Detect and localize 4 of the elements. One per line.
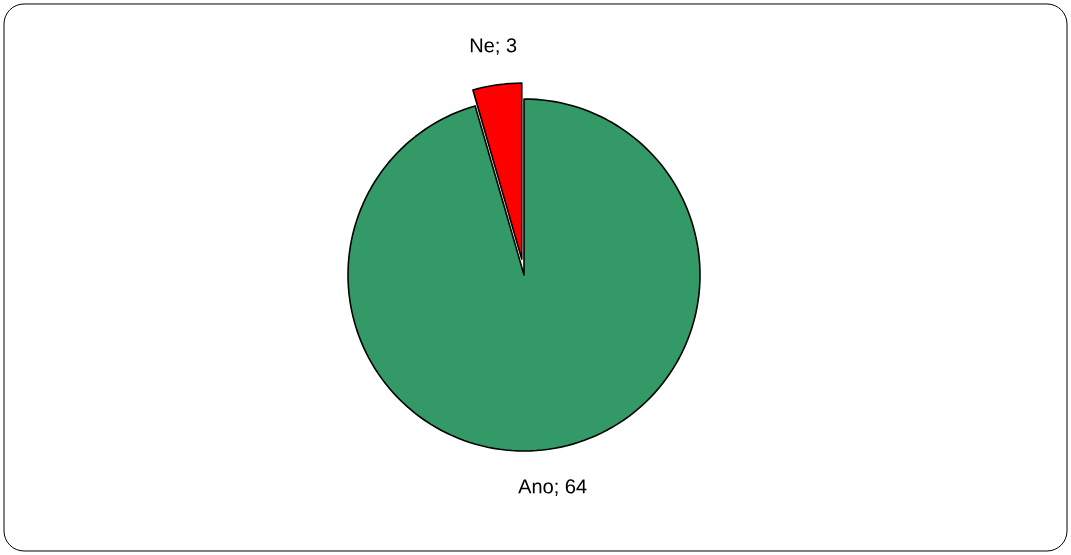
data-label: ; 64	[555, 479, 587, 496]
slice-label: Ne	[470, 38, 494, 53]
data-label: ; 3	[496, 38, 517, 55]
slice-label: Ano	[518, 479, 553, 494]
